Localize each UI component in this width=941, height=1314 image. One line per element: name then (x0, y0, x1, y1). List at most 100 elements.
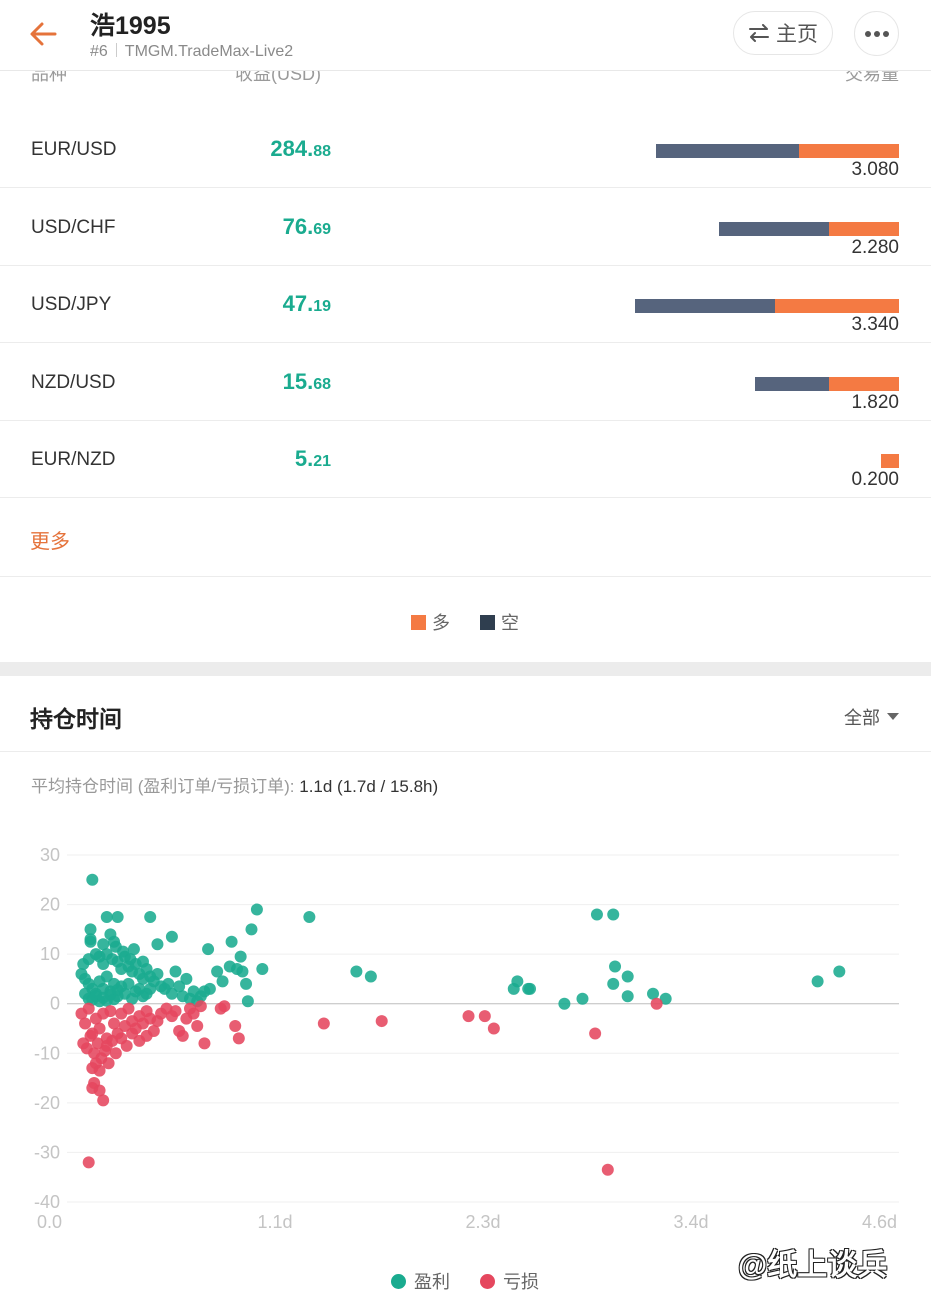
loss-point (317, 1017, 330, 1030)
loss-point (100, 1039, 113, 1052)
loss-point (93, 1022, 106, 1035)
profit-value: 47.19 (283, 291, 331, 317)
volume-value: 0.200 (851, 469, 899, 490)
profit-point (173, 980, 186, 993)
avg-label: 平均持仓时间 (盈利订单/亏损订单): (31, 777, 295, 796)
symbol-name: EUR/USD (31, 139, 117, 160)
volume-value: 3.080 (851, 159, 899, 180)
swap-icon (749, 24, 769, 42)
y-tick-label: -10 (34, 1043, 60, 1063)
table-row[interactable]: EUR/USD 284.88 3.080 (0, 111, 931, 188)
loss-point (93, 1084, 106, 1097)
profit-point (647, 987, 660, 1000)
profit-value: 76.69 (283, 214, 331, 240)
loss-point (91, 1037, 104, 1050)
volume-bar (881, 454, 899, 468)
y-tick-label: 10 (40, 944, 60, 964)
watermark: @纸上谈兵 (738, 1240, 887, 1284)
profit-point (245, 923, 258, 936)
more-dots-icon (864, 30, 889, 37)
loss-point (191, 1020, 204, 1033)
profit-point (216, 975, 229, 988)
filter-value: 全部 (844, 708, 880, 728)
more-options-button[interactable] (854, 11, 899, 56)
loss-point (589, 1027, 602, 1040)
profit-integer: 47. (282, 291, 314, 316)
profit-point (609, 960, 622, 973)
legend-item-profit[interactable]: 盈利 (391, 1268, 450, 1294)
profit-decimal: 68 (313, 375, 331, 393)
home-button[interactable]: 主页 (733, 11, 833, 55)
x-tick-label: 0.0 (37, 1212, 62, 1232)
loss-point (169, 1005, 182, 1018)
profit-point (236, 965, 249, 978)
profit-point (111, 983, 124, 996)
profit-decimal: 88 (313, 143, 331, 160)
profit-integer: 15. (282, 368, 314, 394)
loss-point (487, 1022, 500, 1035)
loss-point (93, 1064, 106, 1077)
back-button[interactable] (28, 14, 72, 54)
loss-point (232, 1032, 245, 1045)
loss-point (97, 1094, 110, 1107)
profit-point (202, 943, 215, 956)
loss-point (375, 1015, 388, 1028)
loss-point (601, 1163, 614, 1176)
average-holding-time: 平均持仓时间 (盈利订单/亏损订单): 1.1d (1.7d / 15.8h) (31, 772, 438, 797)
symbol-name: NZD/USD (31, 371, 116, 393)
table-row[interactable]: USD/CHF 76.69 2.280 (0, 189, 931, 266)
profit-integer: 5. (294, 446, 314, 471)
table-row[interactable]: USD/JPY 47.19 3.340 (0, 266, 931, 343)
loss-point (462, 1010, 475, 1023)
profit-point (144, 910, 157, 923)
loss-point (478, 1010, 491, 1023)
loss-point (194, 1000, 207, 1013)
legend-item-loss[interactable]: 亏损 (480, 1268, 539, 1294)
profit-point (558, 997, 571, 1010)
profit-point (234, 950, 247, 963)
legend-item-long[interactable]: 多 (411, 609, 450, 635)
legend-label-loss: 亏损 (503, 1272, 539, 1292)
loss-point (102, 1057, 115, 1070)
profit-point (250, 903, 263, 916)
table-row[interactable]: EUR/NZD 5.21 0.200 (0, 421, 931, 498)
loss-point (84, 1029, 97, 1042)
loss-point (218, 1000, 231, 1013)
profit-point (151, 938, 164, 951)
home-label: 主页 (776, 23, 818, 46)
table-row[interactable]: NZD/USD 15.68 1.820 (0, 344, 931, 421)
rank-badge: #6 (90, 43, 108, 60)
loss-point (140, 1029, 153, 1042)
profit-point (122, 977, 135, 990)
account-info: #6 TMGM.TradeMax-Live2 (90, 43, 293, 61)
profit-point (97, 938, 110, 951)
loss-point (108, 1017, 121, 1030)
long-volume-segment (828, 221, 899, 236)
filter-dropdown[interactable]: 全部 (844, 704, 899, 730)
profit-point (84, 923, 97, 936)
profit-point (241, 995, 254, 1008)
symbol-name: USD/CHF (31, 216, 116, 238)
profit-point (811, 975, 824, 988)
profit-point (151, 967, 164, 980)
profit-point (203, 982, 216, 995)
loss-point (104, 1005, 117, 1018)
loss-point (109, 1047, 122, 1060)
profit-point (144, 982, 157, 995)
legend-label-short: 空 (501, 613, 519, 633)
legend-item-short[interactable]: 空 (480, 609, 519, 635)
avg-value: 1.1d (1.7d / 15.8h) (299, 777, 439, 796)
short-volume-segment (755, 376, 829, 391)
profit-point (165, 987, 178, 1000)
profit-decimal: 21 (313, 453, 331, 470)
profit-point (511, 975, 524, 988)
y-tick-label: 30 (40, 845, 60, 865)
profit-integer: 284. (270, 136, 314, 161)
holding-time-scatter-chart: 30 20 10 0 -10 -20 -30 -400.0 1.1d 2.3d 3.4d 4.6d (34, 845, 899, 1232)
profit-point (127, 943, 140, 956)
loss-point (79, 1017, 92, 1030)
loss-point (198, 1037, 211, 1050)
more-link[interactable]: 更多 (30, 531, 70, 553)
